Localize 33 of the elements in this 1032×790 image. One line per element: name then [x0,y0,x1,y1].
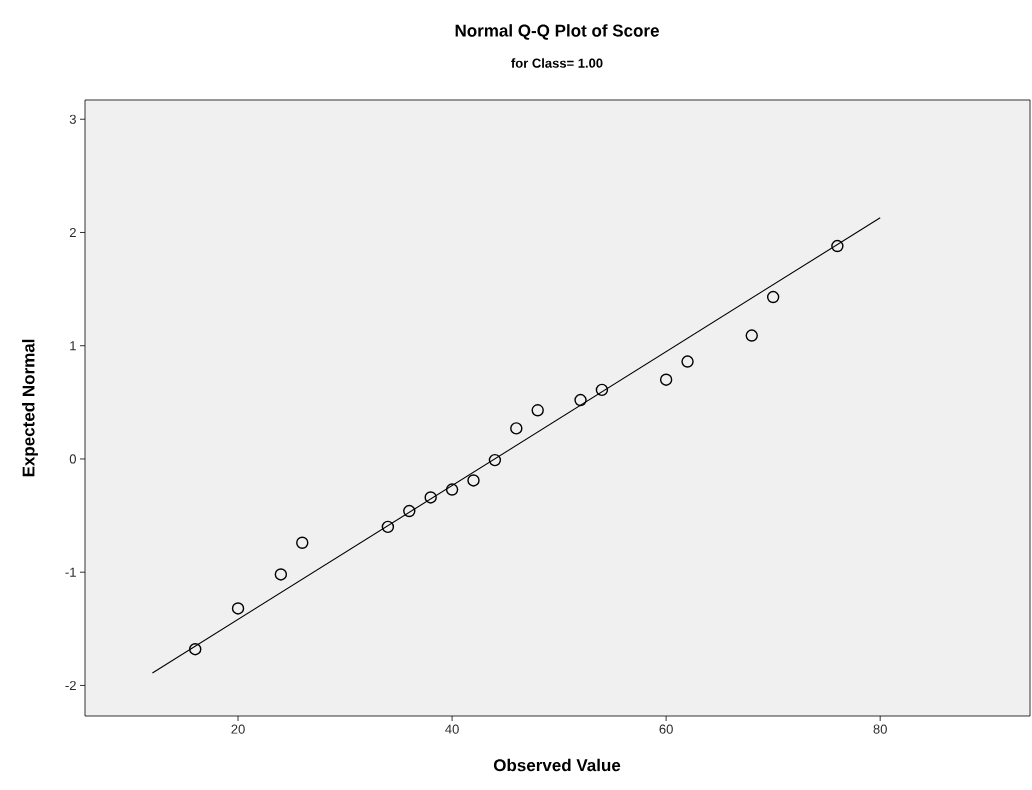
point [445,483,459,496]
y-tick-label: 2 [69,227,76,238]
y-tick-label: 0 [69,454,76,464]
point [381,520,395,534]
y-axis-title: Expected Normal [22,339,38,477]
point [510,422,523,435]
point [274,568,288,581]
point [467,474,480,487]
x-tick-label: 20 [231,724,245,734]
point [488,453,502,467]
x-tick-label: 80 [873,724,887,734]
point [189,642,202,656]
y-tick-label: -2 [65,680,76,690]
point [766,290,780,304]
chart-subtitle: for Class= 1.00 [511,58,603,68]
point [831,239,844,253]
point [574,393,587,407]
point [403,504,416,518]
point [659,373,673,386]
x-tick-label: 40 [445,724,459,734]
x-axis-title: Observed Value [493,758,621,772]
y-tick-label: 3 [69,114,76,124]
point [681,355,694,368]
point [424,491,437,504]
y-tick-label: -1 [65,567,76,577]
point [296,536,309,549]
point [595,383,609,397]
point [745,329,758,342]
point [531,404,544,417]
x-tick-label: 60 [659,724,673,734]
chart-title: Normal Q-Q Plot of Score [455,24,659,40]
point [231,602,245,615]
y-tick-label: 1 [70,341,76,351]
